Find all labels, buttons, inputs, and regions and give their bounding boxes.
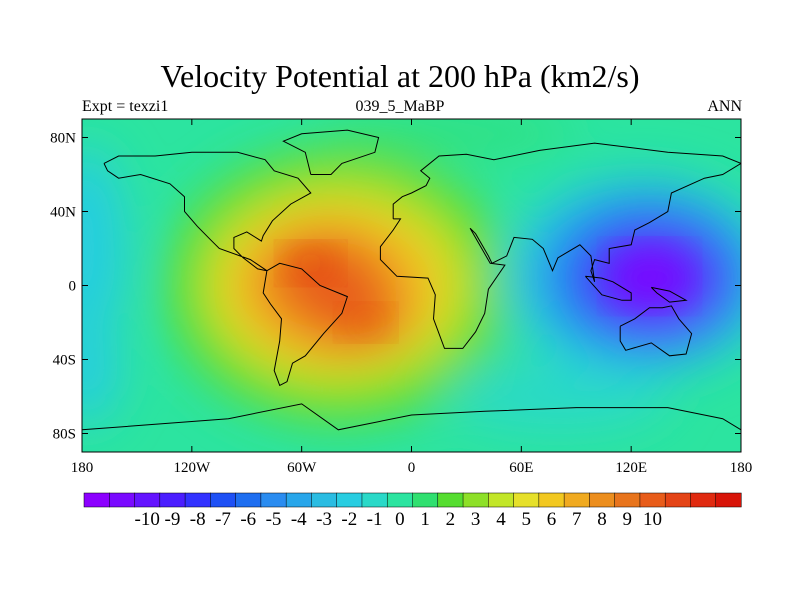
x-tick-label: 60W	[287, 460, 317, 476]
colorbar: -10 -9 -8 -7 -6 -5 -4 -3 -2 -1 0 1 2 3 4 5 6 7 8 9 10	[83, 492, 742, 530]
western-hemisphere-high	[287, 248, 334, 279]
colorbar-swatch	[336, 492, 363, 508]
colorbar-swatch	[614, 492, 641, 508]
contour-band	[319, 119, 577, 149]
y-tick-label: 0	[69, 279, 77, 295]
x-tick-label: 120W	[173, 460, 211, 476]
experiment-label: Expt = texzi1	[82, 98, 169, 115]
colorbar-swatch	[462, 492, 489, 508]
case-label: 039_5_MaBP	[355, 98, 445, 115]
coastline-south-america	[262, 262, 349, 387]
colorbar-swatch	[715, 492, 742, 508]
colorbar-label: 6	[547, 509, 557, 530]
y-tick-label: 80N	[50, 131, 76, 147]
colorbar-label: 10	[643, 509, 662, 530]
colorbar-label: 3	[471, 509, 481, 530]
colorbar-swatch	[513, 492, 540, 508]
colorbar-swatch	[361, 492, 388, 508]
colorbar-swatch	[235, 492, 262, 508]
colorbar-swatch	[664, 492, 692, 508]
coastline-eurasia-africa	[379, 142, 741, 349]
coastline-north-america	[103, 151, 312, 272]
contour-band	[82, 146, 126, 351]
colorbar-swatch	[159, 492, 186, 508]
colorbar-label: 4	[496, 509, 506, 530]
colorbar-label: 1	[420, 509, 430, 530]
colorbar-label: -3	[316, 509, 332, 530]
x-tick-label: 0	[408, 460, 416, 476]
colorbar-swatch	[488, 492, 515, 508]
coastline-antarctica	[82, 403, 741, 431]
coastlines	[82, 129, 741, 431]
y-tick-label: 40S	[53, 353, 76, 369]
velocity-potential-field	[82, 119, 741, 452]
colorbar-swatch	[589, 492, 616, 508]
colorbar-label: 2	[446, 509, 456, 530]
colorbar-swatch	[285, 492, 312, 508]
contour-band	[448, 363, 668, 430]
contour-band	[82, 313, 119, 425]
colorbar-label: 5	[521, 509, 531, 530]
colorbar-swatch	[83, 492, 110, 508]
colorbar-label: 8	[597, 509, 607, 530]
colorbar-swatch	[311, 492, 338, 508]
colorbar-label: 9	[623, 509, 633, 530]
x-tick-label: 180	[730, 460, 753, 476]
colorbar-swatch	[386, 492, 414, 508]
colorbar-swatch	[639, 492, 666, 508]
coastline-indonesia	[585, 275, 632, 301]
colorbar-label: 7	[572, 509, 582, 530]
colorbar-label: -4	[291, 509, 307, 530]
colorbar-swatch	[134, 492, 161, 508]
coastline-australia	[619, 305, 693, 357]
colorbar-label: -6	[240, 509, 256, 530]
colorbar-label: -1	[367, 509, 383, 530]
colorbar-swatch	[109, 492, 136, 508]
colorbar-swatch	[412, 492, 439, 508]
maritime-continent-low	[616, 251, 683, 302]
colorbar-swatch	[690, 492, 717, 508]
colorbar-swatch	[563, 492, 590, 508]
coastline-borneo-newguinea	[650, 286, 688, 303]
y-tick-label: 40N	[50, 205, 76, 221]
colorbar-label: -9	[165, 509, 181, 530]
chart-title: Velocity Potential at 200 hPa (km2/s)	[160, 58, 640, 94]
colorbar-swatch	[260, 492, 287, 508]
colorbar-swatch	[538, 492, 565, 508]
colorbar-label: -7	[215, 509, 231, 530]
coastline-greenland	[282, 129, 380, 175]
colorbar-swatch	[437, 492, 464, 508]
x-tick-label: 120E	[615, 460, 647, 476]
south-atlantic-high	[345, 309, 387, 336]
y-tick-label: 80S	[53, 427, 76, 443]
colorbar-swatch	[184, 492, 211, 508]
x-tick-label: 60E	[509, 460, 533, 476]
x-tick-label: 180	[71, 460, 94, 476]
season-label: ANN	[707, 98, 742, 115]
colorbar-label: -2	[341, 509, 357, 530]
colorbar-label: -5	[266, 509, 282, 530]
colorbar-label: 0	[395, 509, 405, 530]
colorbar-label: -8	[190, 509, 206, 530]
axes: 180 120W 60W 0 60E 120E 180 80N 40N 0 40S 80S	[50, 119, 752, 476]
colorbar-label: -10	[135, 509, 160, 530]
colorbar-swatch	[210, 492, 237, 508]
